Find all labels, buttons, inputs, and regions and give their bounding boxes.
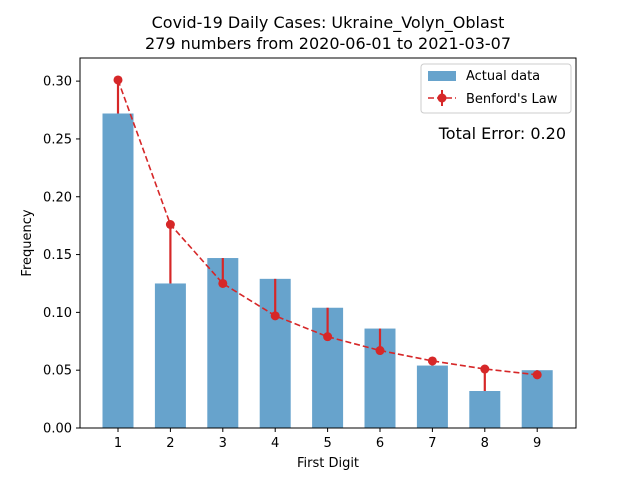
x-tick-label: 2: [166, 436, 174, 451]
y-tick-label: 0.20: [43, 190, 72, 205]
bar-digit-9: [521, 370, 553, 428]
total-error-annotation: Total Error: 0.20: [438, 124, 566, 143]
benford-marker-digit-2: [165, 220, 175, 229]
y-axis: 0.00 0.05 0.10 0.15 0.20 0.25 0.30: [43, 75, 80, 437]
y-tick-label: 0.10: [43, 306, 72, 321]
legend-label-actual: Actual data: [466, 69, 540, 84]
benford-marker-digit-8: [480, 364, 490, 374]
legend-bar-swatch: [428, 71, 456, 81]
y-tick-label: 0.15: [43, 248, 72, 263]
chart-title-line1: Covid-19 Daily Cases: Ukraine_Volyn_Obla…: [152, 13, 505, 33]
bar-digit-8: [469, 391, 501, 428]
x-tick-label: 9: [533, 436, 541, 451]
x-tick-label: 7: [428, 436, 436, 451]
bar-digit-7: [416, 365, 448, 428]
benford-marker-digit-6: [375, 346, 385, 356]
x-tick-label: 4: [271, 436, 279, 451]
legend-label-benford: Benford's Law: [466, 92, 558, 107]
benford-marker-digit-9: [532, 370, 542, 380]
x-tick-label: 5: [323, 436, 331, 451]
y-tick-label: 0.25: [43, 132, 72, 147]
y-axis-label: Frequency: [20, 209, 35, 276]
chart-title-line2: 279 numbers from 2020-06-01 to 2021-03-0…: [145, 34, 511, 53]
y-tick-label: 0.05: [43, 364, 72, 379]
bar-digit-1: [102, 113, 134, 428]
legend-box: [420, 63, 572, 114]
legend: Actual data Benford's Law: [420, 63, 572, 114]
benford-marker-digit-4: [270, 311, 280, 321]
y-tick-label: 0.30: [43, 75, 72, 90]
benford-marker-digit-3: [218, 278, 228, 288]
benford-marker-digit-7: [427, 356, 437, 366]
benford-curve: [117, 79, 538, 376]
y-tick-label: 0.00: [43, 422, 72, 437]
x-axis-label: First Digit: [297, 456, 359, 471]
bar-digit-2: [154, 283, 186, 428]
x-tick-label: 1: [114, 436, 122, 451]
x-axis: 1 2 3 4 5 6 7 8 9: [114, 428, 541, 451]
x-tick-label: 6: [376, 436, 384, 451]
benford-markers: [113, 75, 542, 380]
benford-marker-digit-1: [113, 75, 123, 85]
x-tick-label: 8: [481, 436, 489, 451]
x-tick-label: 3: [219, 436, 227, 451]
benford-marker-digit-5: [323, 332, 333, 342]
